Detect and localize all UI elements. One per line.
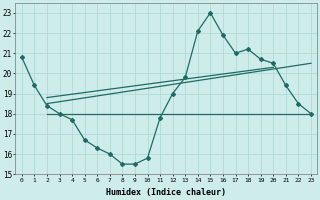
X-axis label: Humidex (Indice chaleur): Humidex (Indice chaleur)	[106, 188, 226, 197]
